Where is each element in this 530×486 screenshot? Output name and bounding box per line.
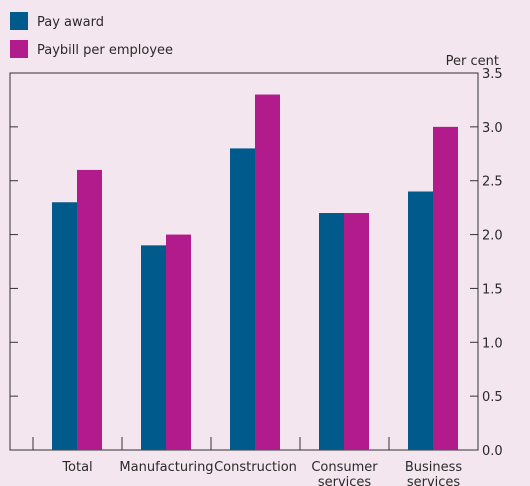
y-tick-label-2: 1.0 [482, 336, 503, 351]
bar-0-1 [141, 245, 166, 450]
y-tick-label-1: 0.5 [482, 390, 503, 405]
bar-1-2 [255, 94, 280, 451]
bar-1-4 [433, 126, 458, 450]
legend: Pay award Paybill per employee [10, 12, 173, 58]
y-axis-unit-label: Per cent [446, 54, 499, 69]
category-label-3-0: Consumer [311, 460, 378, 475]
legend-label-1: Paybill per employee [37, 43, 173, 58]
y-tick-label-4: 2.0 [482, 229, 503, 244]
bar-1-0 [77, 169, 102, 450]
right-axis-ticks: 0.0 0.5 1.0 1.5 2.0 2.5 3.0 3.5 [470, 67, 503, 459]
category-label-1-0: Manufacturing [119, 460, 213, 475]
bar-0-4 [408, 191, 433, 450]
category-label-4-0: Business [405, 460, 463, 475]
y-tick-label-6: 3.0 [482, 121, 503, 136]
bar-1-3 [344, 213, 369, 450]
y-tick-label-5: 2.5 [482, 175, 503, 190]
bar-0-0 [52, 202, 77, 450]
y-tick-label-3: 1.5 [482, 282, 503, 297]
category-label-3-1: services [318, 475, 372, 486]
category-label-4-1: services [407, 475, 461, 486]
category-label-0-0: Total [61, 460, 92, 475]
category-label-2-0: Construction [214, 460, 297, 475]
legend-label-0: Pay award [37, 15, 104, 30]
y-tick-label-7: 3.5 [482, 67, 503, 82]
bar-1-1 [166, 234, 191, 450]
bar-0-3 [319, 213, 344, 450]
legend-swatch-1 [10, 40, 28, 58]
bars [52, 94, 458, 451]
x-axis-ticks [32, 437, 479, 450]
bar-0-2 [230, 148, 255, 450]
left-axis-ticks [10, 72, 18, 451]
legend-swatch-0 [10, 12, 28, 30]
category-labels: Total Manufacturing Construction Consumerse… [61, 460, 462, 486]
y-tick-label-0: 0.0 [482, 444, 503, 459]
